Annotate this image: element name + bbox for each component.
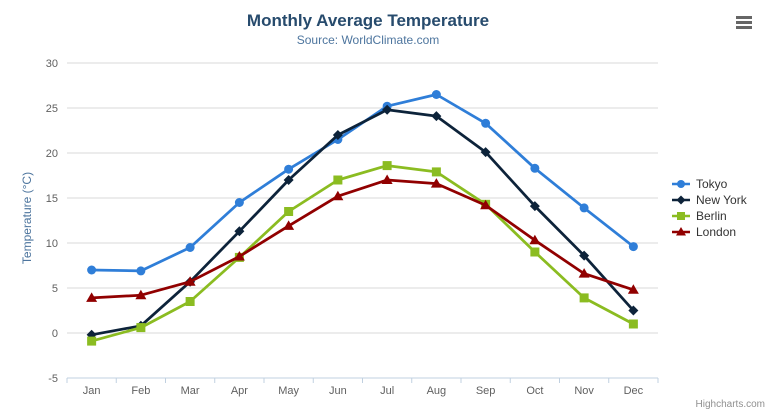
point-tokyo-may[interactable]: [284, 164, 294, 174]
x-axis-label-jul: Jul: [380, 385, 394, 397]
point-tokyo-jan[interactable]: [87, 265, 97, 275]
point-london-jan[interactable]: [86, 292, 98, 302]
x-axis-label-jun: Jun: [329, 385, 347, 397]
point-new-york-aug[interactable]: [431, 111, 442, 122]
legend-marker-diamond-icon: [672, 195, 690, 204]
point-berlin-oct[interactable]: [530, 247, 540, 257]
point-london-may[interactable]: [283, 220, 295, 230]
legend-item-berlin[interactable]: Berlin: [671, 208, 747, 223]
credits-link[interactable]: Highcharts.com: [695, 399, 765, 410]
point-london-jun[interactable]: [332, 190, 344, 201]
point-london-oct[interactable]: [529, 234, 541, 245]
chart-title: Monthly Average Temperature: [246, 11, 490, 30]
series-line-london[interactable]: [90, 178, 635, 300]
x-axis-label-oct: Oct: [526, 385, 543, 397]
point-new-york-dec[interactable]: [628, 305, 639, 316]
point-berlin-feb[interactable]: [136, 323, 146, 333]
legend-item-new-york[interactable]: New York: [671, 192, 747, 207]
point-berlin-may[interactable]: [284, 207, 294, 216]
point-new-york-oct[interactable]: [529, 201, 540, 212]
chart-subtitle: Source: WorldClimate.com: [296, 33, 440, 47]
y-axis-label: 10: [46, 238, 58, 250]
point-tokyo-mar[interactable]: [185, 243, 195, 252]
legend-marker-square-icon: [672, 211, 690, 220]
export-menu-button[interactable]: [736, 16, 752, 29]
x-axis-label-nov: Nov: [574, 385, 594, 397]
point-london-dec[interactable]: [627, 284, 639, 294]
x-axis-label-jan: Jan: [83, 385, 101, 397]
legend-label: Tokyo: [696, 176, 728, 191]
point-new-york-sep[interactable]: [480, 147, 491, 158]
point-tokyo-apr[interactable]: [234, 198, 244, 207]
y-axis-title: Temperature (°C): [20, 171, 34, 265]
point-tokyo-nov[interactable]: [579, 203, 589, 213]
point-tokyo-feb[interactable]: [136, 266, 146, 276]
point-berlin-mar[interactable]: [185, 297, 195, 306]
legend-label: London: [696, 224, 737, 239]
series-line-berlin[interactable]: [90, 164, 635, 343]
point-berlin-jun[interactable]: [333, 175, 343, 185]
point-new-york-nov[interactable]: [579, 250, 590, 261]
hamburger-icon: [736, 16, 752, 19]
y-axis-label: 15: [46, 193, 58, 205]
point-tokyo-sep[interactable]: [481, 118, 491, 128]
legend-item-london[interactable]: London: [671, 224, 747, 239]
y-axis-label: 20: [46, 148, 58, 160]
point-new-york-may[interactable]: [283, 175, 294, 185]
point-london-jul[interactable]: [381, 174, 393, 185]
legend-item-tokyo[interactable]: Tokyo: [671, 176, 747, 191]
legend-marker-circle-icon: [672, 179, 690, 188]
x-axis-label-mar: Mar: [181, 385, 200, 397]
legend-label: Berlin: [696, 208, 727, 223]
x-axis-label-sep: Sep: [476, 385, 496, 397]
point-london-nov[interactable]: [578, 268, 590, 278]
point-london-apr[interactable]: [233, 251, 245, 261]
point-new-york-apr[interactable]: [234, 226, 245, 237]
y-axis-label: -5: [48, 373, 58, 385]
point-tokyo-aug[interactable]: [431, 90, 441, 99]
hamburger-icon: [736, 21, 752, 24]
point-berlin-nov[interactable]: [579, 293, 589, 303]
point-new-york-jul[interactable]: [382, 104, 393, 115]
legend-label: New York: [696, 192, 747, 207]
point-berlin-jul[interactable]: [382, 161, 392, 171]
y-axis-label: 0: [52, 328, 58, 340]
point-berlin-dec[interactable]: [628, 319, 638, 329]
point-tokyo-oct[interactable]: [530, 163, 540, 173]
x-axis-label-aug: Aug: [427, 385, 447, 397]
point-london-aug[interactable]: [430, 178, 442, 188]
x-axis-label-may: May: [278, 385, 299, 397]
point-london-feb[interactable]: [135, 289, 147, 300]
legend-marker-triangle-icon: [672, 226, 690, 235]
point-london-mar[interactable]: [184, 276, 196, 286]
point-london-sep[interactable]: [480, 199, 492, 210]
point-tokyo-dec[interactable]: [628, 242, 638, 252]
point-berlin-aug[interactable]: [431, 167, 441, 177]
y-axis-label: 30: [46, 58, 58, 70]
y-axis-label: 25: [46, 103, 58, 115]
hamburger-icon: [736, 26, 752, 29]
x-axis-label-feb: Feb: [131, 385, 150, 397]
point-new-york-jun[interactable]: [332, 130, 343, 140]
y-axis-label: 5: [52, 283, 58, 295]
series-line-new-york[interactable]: [90, 108, 635, 337]
x-axis-label-apr: Apr: [231, 385, 248, 397]
legend: Tokyo New York Berlin London: [671, 176, 747, 239]
x-axis-label-dec: Dec: [624, 385, 644, 397]
point-berlin-jan[interactable]: [87, 336, 97, 346]
